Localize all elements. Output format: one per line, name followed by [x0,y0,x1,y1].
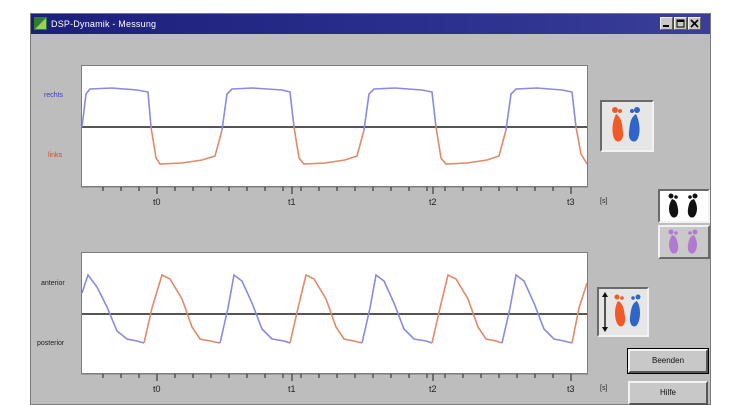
black-feet-icon [668,193,698,218]
window-title: DSP-Dynamik - Messung [51,19,157,29]
quit-button[interactable]: Beenden [627,348,709,374]
right-foot-series [361,273,433,344]
left-label: links [48,152,63,159]
anterior-posterior-feet-icon [602,292,641,332]
app-window: DSP-Dynamik - Messung rechts links [30,13,711,405]
posterior-label: posterior [37,340,65,347]
right-foot-series [81,87,152,128]
black-feet-view-button[interactable] [658,189,710,223]
axis-ticks [102,187,572,194]
right-foot-series [81,273,145,344]
left-foot-series [431,273,503,344]
right-foot-series [221,87,295,131]
left-foot-series [289,273,363,344]
left-foot-series [571,282,588,344]
axis-ticks [102,374,572,381]
right-foot-series [363,87,437,131]
tick-label-t1: t1 [288,384,296,394]
purple-feet-icon [668,229,698,254]
minimize-icon [663,25,669,27]
close-icon [690,19,699,28]
tick-label-t2: t2 [429,384,437,394]
left-foot-series [150,126,223,165]
left-right-chart [81,87,588,165]
anterior-label: anterior [41,280,65,287]
anterior-posterior-chart-panel [81,252,588,374]
top-axis-unit: [s] [600,198,608,205]
anterior-posterior-chart [81,273,588,344]
left-right-feet-icon [612,107,640,142]
app-icon [34,17,47,30]
title-bar: DSP-Dynamik - Messung [31,14,710,34]
left-right-chart-panel [81,65,588,187]
anterior-posterior-view-button[interactable] [597,287,649,337]
maximize-button[interactable] [674,17,687,30]
purple-feet-view-button[interactable] [658,225,710,259]
right-foot-series [219,273,291,344]
left-foot-series [143,273,221,344]
right-foot-series [505,87,577,131]
left-foot-series [293,126,365,165]
right-label: rechts [44,92,64,99]
right-foot-series [501,273,573,344]
tick-label-t2: t2 [429,197,437,207]
left-foot-series [435,126,507,165]
tick-label-t3: t3 [567,384,575,394]
tick-label-t0: t0 [153,197,161,207]
left-foot-series [575,126,588,165]
tick-label-t0: t0 [153,384,161,394]
tick-label-t3: t3 [567,197,575,207]
bottom-time-axis: t0 t1 t2 t3 [81,374,588,394]
top-time-axis: t0 t1 t2 t3 [81,187,588,207]
help-button[interactable]: Hilfe [628,381,708,405]
tick-label-t1: t1 [288,197,296,207]
bottom-axis-unit: [s] [600,385,608,392]
left-right-view-button[interactable] [600,100,654,152]
close-button[interactable] [688,17,701,30]
maximize-icon [676,19,685,28]
minimize-button[interactable] [660,17,673,30]
